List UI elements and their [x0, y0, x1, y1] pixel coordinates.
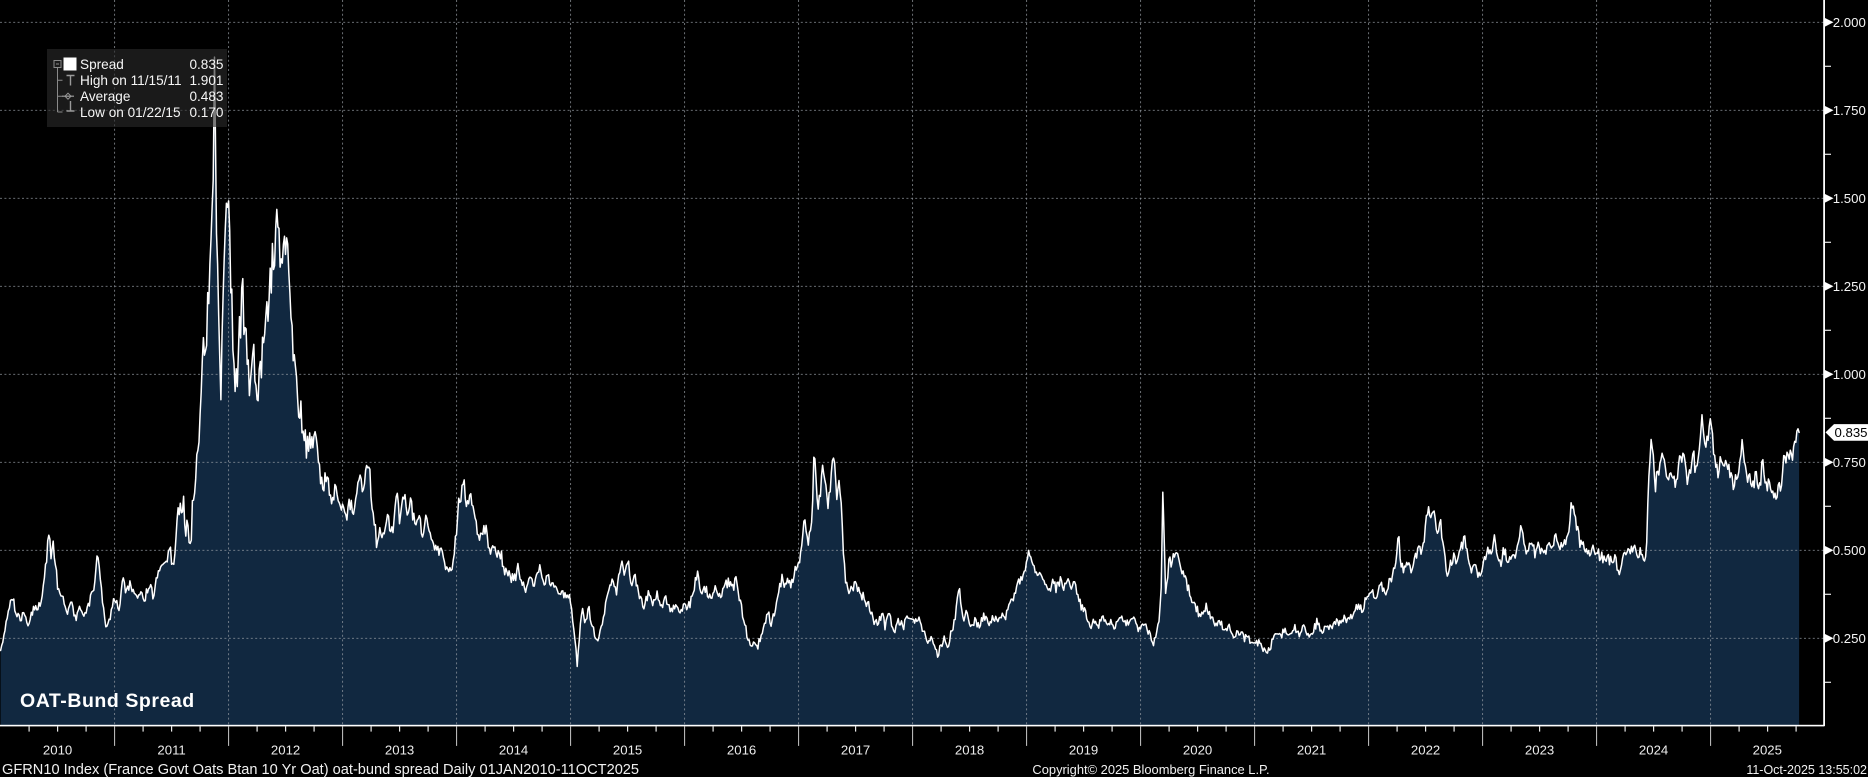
svg-text:GFRN10 Index (France Govt Oats: GFRN10 Index (France Govt Oats Btan 10 Y…: [2, 762, 639, 777]
svg-text:Low on 01/22/15: Low on 01/22/15: [80, 105, 181, 120]
svg-text:0.500: 0.500: [1833, 543, 1866, 558]
svg-text:0.483: 0.483: [189, 89, 223, 104]
svg-text:2017: 2017: [841, 743, 870, 758]
svg-text:2010: 2010: [43, 743, 72, 758]
svg-text:Average: Average: [80, 89, 130, 104]
svg-text:2013: 2013: [385, 743, 414, 758]
svg-text:OAT-Bund Spread: OAT-Bund Spread: [20, 690, 195, 712]
svg-text:2025: 2025: [1753, 743, 1782, 758]
svg-text:2016: 2016: [727, 743, 756, 758]
svg-text:2.000: 2.000: [1833, 15, 1866, 30]
svg-text:0.750: 0.750: [1833, 455, 1866, 470]
svg-text:2024: 2024: [1639, 743, 1668, 758]
svg-text:2014: 2014: [499, 743, 528, 758]
svg-text:11-Oct-2025 13:55:02: 11-Oct-2025 13:55:02: [1746, 763, 1867, 777]
svg-text:1.250: 1.250: [1833, 279, 1866, 294]
svg-text:2012: 2012: [271, 743, 300, 758]
svg-text:0.835: 0.835: [189, 57, 223, 72]
svg-text:1.750: 1.750: [1833, 103, 1866, 118]
svg-text:0.250: 0.250: [1833, 631, 1866, 646]
svg-text:High on 11/15/11: High on 11/15/11: [80, 73, 182, 88]
svg-text:Copyright© 2025 Bloomberg Fina: Copyright© 2025 Bloomberg Finance L.P.: [1032, 762, 1269, 777]
svg-text:2019: 2019: [1069, 743, 1098, 758]
svg-text:1.901: 1.901: [189, 73, 223, 88]
svg-text:2018: 2018: [955, 743, 984, 758]
svg-text:2015: 2015: [613, 743, 642, 758]
svg-text:2023: 2023: [1525, 743, 1554, 758]
svg-text:2021: 2021: [1297, 743, 1326, 758]
svg-text:1.500: 1.500: [1833, 191, 1866, 206]
svg-text:2011: 2011: [157, 743, 185, 758]
svg-text:1.000: 1.000: [1833, 367, 1866, 382]
svg-text:0.835: 0.835: [1834, 425, 1867, 440]
svg-text:Spread: Spread: [80, 57, 124, 72]
svg-text:0.170: 0.170: [189, 105, 223, 120]
svg-text:2022: 2022: [1411, 743, 1440, 758]
svg-text:2020: 2020: [1183, 743, 1212, 758]
